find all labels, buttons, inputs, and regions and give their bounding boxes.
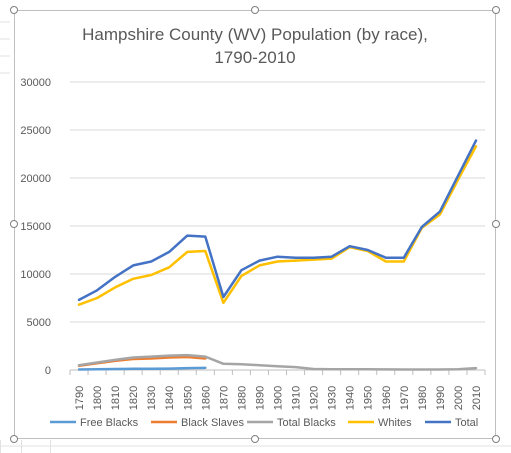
x-tick-label: 1970 [399,386,411,410]
chart-title-line-1: Hampshire County (WV) Population (by rac… [82,25,428,44]
y-tick-label: 25000 [20,125,51,137]
x-axis: 1790 1800 1810 1820 1830 1840 1850 1860 1870 1880… [69,370,486,410]
legend-item-total-blacks[interactable]: Total Blacks [247,417,336,429]
series-line-total[interactable] [77,139,478,302]
legend-label: Total [455,417,478,429]
x-tick-label: 1860 [200,386,212,410]
x-tick-label: 1940 [345,386,357,410]
x-tick-label: 1800 [92,386,104,410]
resize-handle-middle-right[interactable] [492,220,500,228]
x-tick-label: 1840 [164,386,176,410]
legend-item-whites[interactable]: Whites [348,417,412,429]
legend-item-free-blacks[interactable]: Free Blacks [50,417,139,429]
series-line-total-blacks[interactable] [77,353,478,371]
series-line-whites[interactable] [77,145,478,306]
legend-item-black-slaves[interactable]: Black Slaves [151,417,244,429]
x-tick-label: 1830 [146,386,158,410]
series-line-free-blacks[interactable] [77,366,207,371]
legend-label: Black Slaves [181,417,244,429]
y-tick-label: 10000 [20,269,51,281]
resize-handle-top-right[interactable] [492,6,500,14]
x-tick-label: 1930 [327,386,339,410]
resize-handle-middle-left[interactable] [10,220,18,228]
y-tick-label: 0 [45,365,51,377]
x-tick-label: 1960 [381,386,393,410]
y-tick-label: 15000 [20,221,51,233]
y-axis: 0 5000 10000 15000 20000 25000 30000 [20,77,51,377]
resize-handle-bottom-middle[interactable] [251,435,259,443]
x-tick-label: 1980 [417,386,429,410]
x-tick-label: 1820 [128,386,140,410]
resize-handle-bottom-right[interactable] [492,435,500,443]
legend[interactable]: Free Blacks Black Slaves Total Blacks White… [50,417,478,429]
y-tick-label: 20000 [20,173,51,185]
y-tick-label: 30000 [20,77,51,89]
chart-title: Hampshire County (WV) Population (by rac… [82,25,428,67]
x-tick-label: 1790 [74,386,86,410]
x-tick-label: 1810 [110,386,122,410]
x-tick-label: 1880 [236,386,248,410]
legend-item-total[interactable]: Total [425,417,478,429]
x-tick-label: 1890 [254,386,266,410]
x-tick-label: 1910 [291,386,303,410]
resize-handle-top-left[interactable] [10,6,18,14]
y-tick-label: 5000 [27,317,51,329]
x-tick-label: 1900 [273,386,285,410]
chart-area[interactable]: Hampshire County (WV) Population (by rac… [14,10,496,439]
legend-label: Whites [378,417,412,429]
legend-label: Free Blacks [80,417,139,429]
x-tick-label: 1990 [435,386,447,410]
series-lines [77,139,478,371]
x-tick-label: 2000 [453,386,465,410]
x-tick-label: 1950 [363,386,375,410]
x-tick-label: 2010 [471,386,483,410]
resize-handle-top-middle[interactable] [251,6,259,14]
x-tick-label: 1870 [218,386,230,410]
gridlines [70,81,485,371]
x-tick-label: 1920 [309,386,321,410]
line-chart: Hampshire County (WV) Population (by rac… [20,25,486,429]
legend-label: Total Blacks [277,417,336,429]
chart-title-line-2: 1790-2010 [214,48,295,67]
resize-handle-bottom-left[interactable] [10,435,18,443]
x-tick-label: 1850 [182,386,194,410]
